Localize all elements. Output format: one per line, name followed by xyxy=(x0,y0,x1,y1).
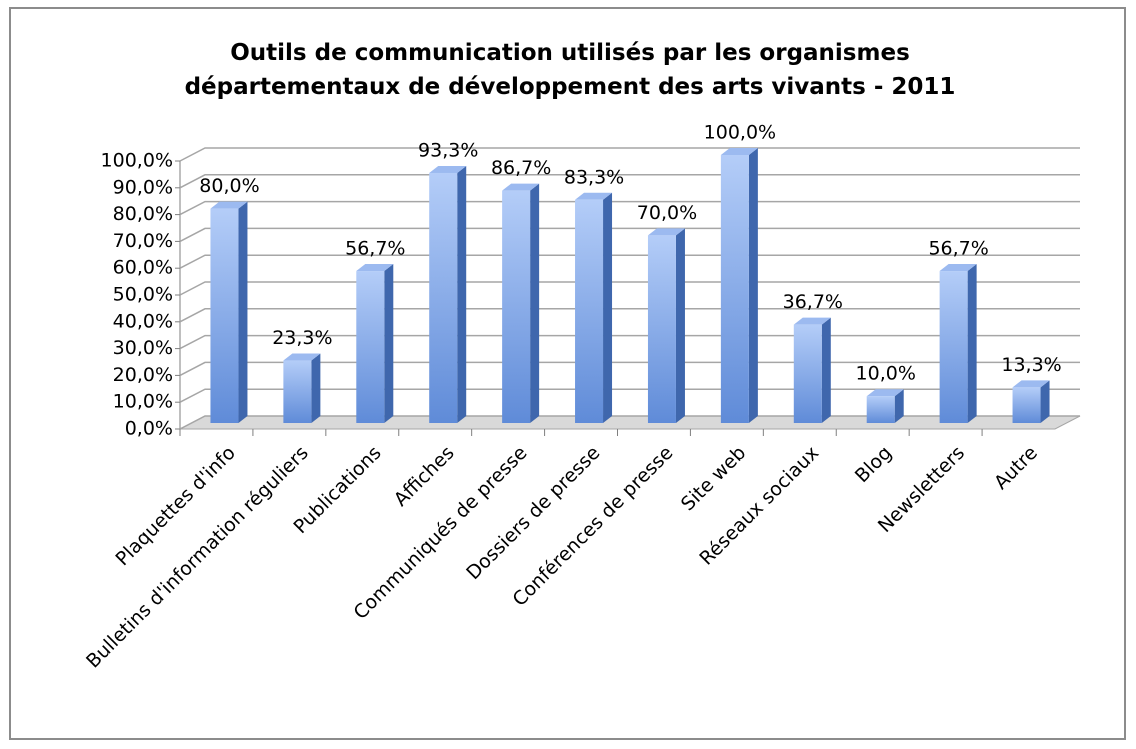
grid-line xyxy=(179,147,1080,162)
grid-line xyxy=(179,388,1080,403)
bar xyxy=(283,360,312,423)
bar xyxy=(793,324,822,423)
grid-line xyxy=(179,415,1080,430)
y-tick-label: 100,0% xyxy=(101,150,173,172)
value-label: 56,7% xyxy=(928,238,988,260)
bar-top xyxy=(210,201,248,209)
y-tick-label: 10,0% xyxy=(113,391,173,413)
bar xyxy=(429,172,458,423)
bar-side xyxy=(675,228,685,423)
bar xyxy=(939,271,968,423)
bar-side xyxy=(457,165,467,423)
bar-top xyxy=(793,317,831,325)
value-label: 23,3% xyxy=(272,327,332,349)
bar-top xyxy=(720,148,758,155)
y-tick-label: 50,0% xyxy=(113,284,173,306)
bar-side xyxy=(238,201,248,423)
grid-line xyxy=(179,174,1080,189)
bar-side xyxy=(748,148,758,423)
value-label: 83,3% xyxy=(564,166,624,188)
value-label: 13,3% xyxy=(1001,354,1061,376)
bar xyxy=(866,396,895,423)
bar-top xyxy=(647,228,685,236)
bar-side xyxy=(967,264,977,423)
bar-top xyxy=(939,264,977,272)
grid-line xyxy=(179,334,1080,350)
y-tick-label: 90,0% xyxy=(113,176,173,198)
bar-side xyxy=(384,264,394,423)
y-tick-label: 20,0% xyxy=(113,364,173,386)
value-label: 100,0% xyxy=(704,122,776,144)
y-tick-label: 40,0% xyxy=(113,310,173,332)
bar xyxy=(356,271,385,423)
value-label: 10,0% xyxy=(856,363,916,385)
chart-title: Outils de communication utilisés par les… xyxy=(184,40,956,100)
value-label: 93,3% xyxy=(418,139,478,161)
bar-top xyxy=(1012,380,1050,388)
bar-top xyxy=(283,353,321,361)
bar-side xyxy=(603,192,613,423)
bar xyxy=(647,235,676,423)
value-label: 86,7% xyxy=(491,157,551,179)
value-label: 36,7% xyxy=(783,291,843,313)
bar-top xyxy=(575,192,613,200)
bar-top xyxy=(502,183,540,191)
grid-line xyxy=(179,254,1080,269)
grid-line xyxy=(179,361,1080,377)
grid-line xyxy=(179,227,1080,243)
grid-line xyxy=(179,308,1080,323)
value-label: 56,7% xyxy=(345,238,405,260)
bar xyxy=(575,199,604,423)
bar xyxy=(502,190,531,423)
y-tick-label: 80,0% xyxy=(113,203,173,225)
grid-line xyxy=(179,281,1080,296)
bar xyxy=(1012,387,1041,423)
bar-side xyxy=(311,353,321,423)
grid-line xyxy=(179,200,1080,216)
bar xyxy=(210,208,239,423)
bar-side xyxy=(894,389,904,423)
bar-side xyxy=(821,317,831,423)
bar-side xyxy=(530,183,540,423)
y-tick-label: 60,0% xyxy=(113,257,173,279)
y-tick-label: 30,0% xyxy=(113,337,173,359)
bar-side xyxy=(1040,380,1050,423)
value-label: 80,0% xyxy=(199,175,259,197)
value-label: 70,0% xyxy=(637,202,697,224)
frame xyxy=(9,7,1126,740)
bar xyxy=(720,155,749,423)
bar-top xyxy=(356,264,394,272)
bar-top xyxy=(429,165,467,173)
y-tick-label: 0,0% xyxy=(125,418,173,440)
bar-top xyxy=(866,389,904,397)
y-tick-label: 70,0% xyxy=(113,230,173,252)
